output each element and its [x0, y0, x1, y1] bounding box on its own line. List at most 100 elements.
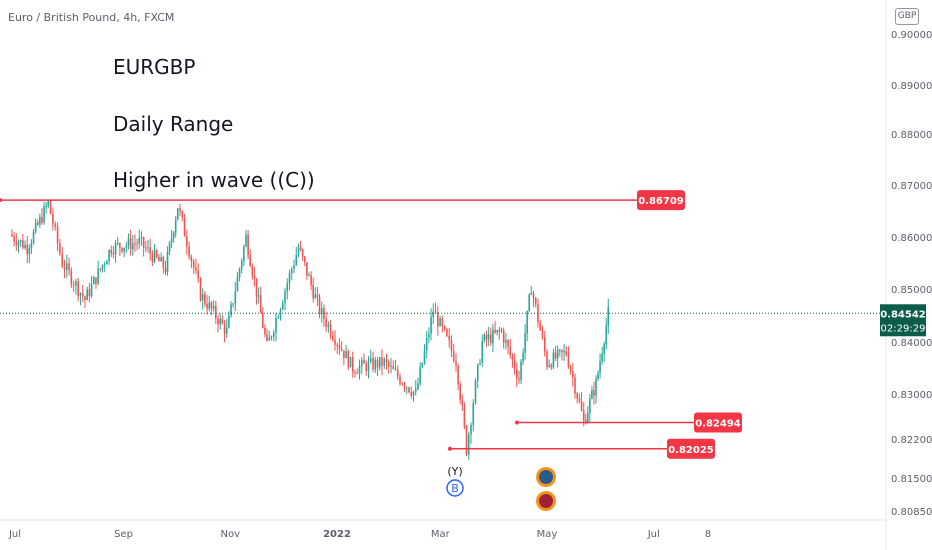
candle-body	[414, 389, 417, 392]
candle-body	[548, 365, 550, 367]
candle-body	[59, 243, 61, 254]
candle-body	[257, 295, 260, 297]
candle-body	[351, 356, 354, 372]
candle-body	[297, 247, 300, 256]
candle-body	[272, 332, 275, 337]
candle-body	[306, 262, 308, 276]
price-axis-tick: 0.80850	[891, 507, 932, 518]
candle-body	[561, 349, 563, 353]
candle-body	[170, 238, 173, 243]
candle-body	[131, 243, 134, 250]
candle-body	[77, 281, 79, 296]
wave-label-b: B	[451, 482, 459, 495]
candle-body	[121, 247, 123, 252]
candle-body	[299, 247, 302, 250]
candle-body	[286, 283, 289, 292]
candle-body	[412, 391, 415, 396]
candle-body	[403, 384, 406, 388]
candle-body	[268, 337, 271, 341]
candle-body	[210, 302, 213, 309]
candle-body	[578, 398, 581, 402]
candle-body	[446, 329, 448, 336]
candle-body	[228, 315, 230, 328]
candle-body	[481, 340, 484, 363]
candle-body	[492, 329, 494, 344]
candle-body	[599, 361, 601, 373]
candle-body	[580, 401, 583, 411]
current-price-label: 0.84542	[880, 309, 926, 320]
level-price-badge[interactable]	[694, 412, 742, 433]
candle-body	[204, 294, 206, 304]
candle-body	[470, 424, 472, 435]
candle-body	[526, 310, 528, 334]
candle-body	[136, 243, 138, 245]
price-axis-tick: 0.87000	[891, 181, 932, 192]
candle-body	[421, 363, 424, 368]
candle-body	[119, 243, 121, 248]
candle-body	[116, 243, 119, 245]
level-price-badge[interactable]	[637, 190, 685, 211]
candle-body	[138, 238, 141, 244]
candle-body	[88, 289, 91, 296]
candle-body	[461, 399, 464, 406]
level-price-badge[interactable]	[667, 438, 715, 459]
candle-body	[54, 224, 57, 227]
candle-body	[372, 358, 374, 370]
currency-badge[interactable]: GBP	[895, 8, 919, 25]
candle-body	[197, 270, 200, 279]
candle-body	[262, 312, 264, 328]
candle-body	[206, 303, 208, 309]
candle-body	[75, 281, 77, 286]
candle-body	[494, 329, 496, 333]
candle-body	[230, 304, 232, 316]
candle-body	[127, 238, 130, 246]
candle-body	[181, 211, 184, 218]
candle-body	[554, 352, 557, 359]
symbol-title: Euro / British Pound, 4h, FXCM	[8, 11, 175, 24]
candle-body	[524, 333, 526, 353]
candle-body	[556, 349, 559, 359]
candle-body	[49, 200, 52, 214]
candle-body	[595, 378, 597, 396]
candle-body	[378, 356, 381, 368]
candle-body	[589, 398, 591, 413]
candle-body	[101, 264, 104, 270]
candle-body	[332, 335, 334, 340]
price-axis-tick: 0.86000	[891, 233, 932, 244]
wave-label-circle	[446, 479, 464, 497]
candle-body	[174, 219, 177, 233]
candle-body	[45, 206, 47, 208]
candle-body	[95, 277, 97, 284]
candle-body	[151, 253, 154, 262]
candle-body	[314, 294, 317, 299]
current-price-badge[interactable]	[880, 304, 926, 337]
candle-body	[479, 362, 481, 365]
candle-body	[511, 354, 514, 360]
candle-body	[500, 330, 503, 332]
candle-body	[349, 356, 352, 368]
candle-body	[417, 383, 419, 390]
candle-body	[39, 216, 41, 225]
price-axis-tick: 0.90000	[891, 30, 932, 41]
candle-body	[247, 234, 249, 256]
candle-body	[168, 242, 171, 252]
candle-body	[513, 359, 516, 370]
candle-body	[450, 340, 453, 351]
candle-body	[162, 257, 165, 268]
candle-body	[603, 344, 605, 355]
candle-body	[532, 293, 535, 298]
candle-body	[264, 327, 266, 335]
candle-body	[32, 231, 35, 244]
candle-body	[153, 250, 156, 262]
candle-body	[463, 405, 466, 427]
candle-body	[516, 369, 518, 379]
event-flag-gb-icon	[539, 494, 553, 508]
candle-body	[452, 350, 455, 362]
candle-body	[301, 249, 304, 257]
candle-body	[234, 291, 237, 304]
candle-body	[443, 326, 446, 330]
price-axis-tick: 0.84000	[891, 338, 932, 349]
candle-body	[155, 250, 158, 257]
candle-body	[295, 255, 298, 266]
